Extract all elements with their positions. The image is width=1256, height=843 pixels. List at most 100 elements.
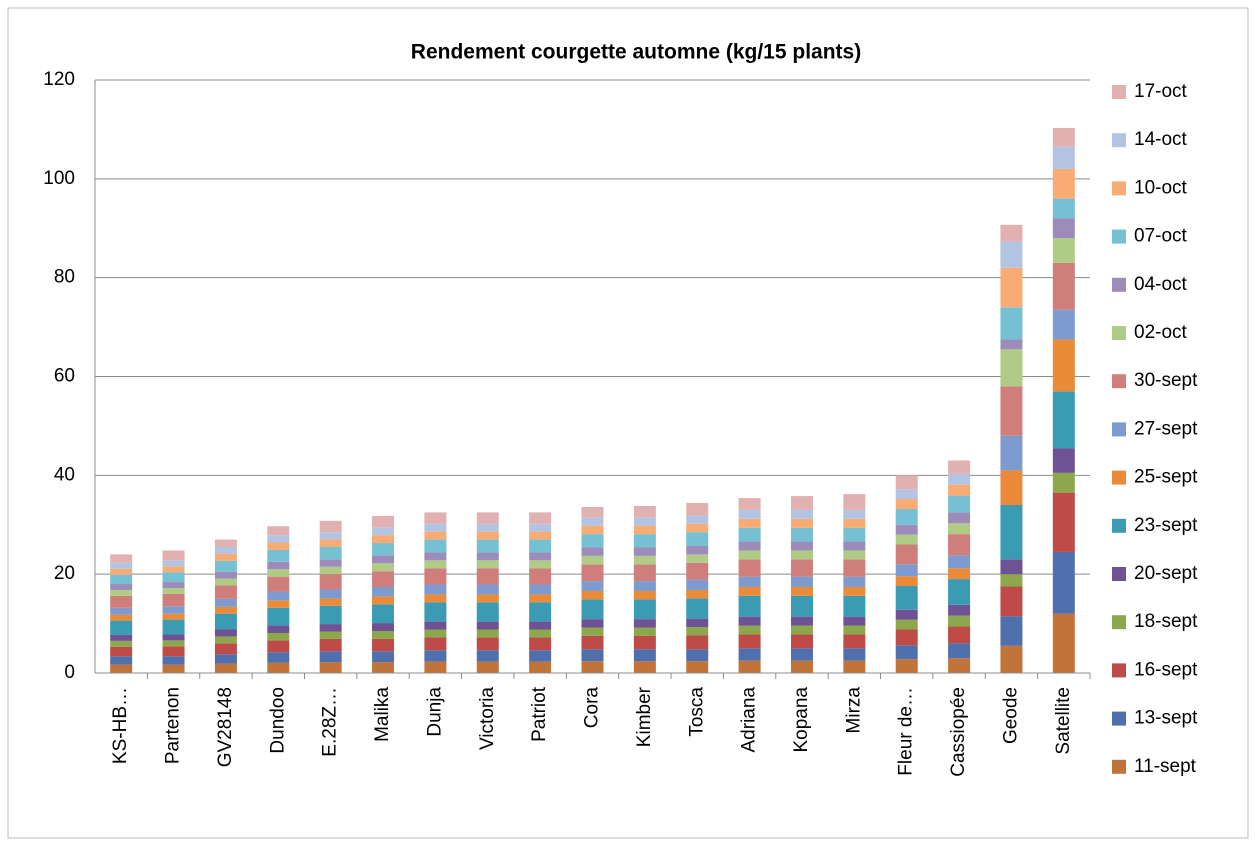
bar-segment [476, 661, 499, 673]
bar-segment [529, 531, 552, 540]
x-tick-label: Mirza [843, 687, 864, 734]
bar-segment [633, 564, 656, 582]
bar-segment [1052, 448, 1075, 473]
bar-segment [529, 560, 552, 569]
bar-segment [686, 503, 709, 516]
bar-segment [110, 620, 133, 635]
bar-segment [214, 663, 237, 673]
bar-segment [686, 635, 709, 650]
bar-segment [895, 659, 918, 673]
bar-segment [319, 651, 342, 663]
legend-label: 07-oct [1134, 226, 1188, 247]
x-tick-label: KS-HB… [110, 687, 131, 764]
bar-segment [319, 598, 342, 606]
bar-segment [843, 550, 866, 560]
legend-swatch [1112, 663, 1126, 678]
bar-segment [948, 643, 971, 659]
bar-segment [529, 650, 552, 662]
bar-segment [214, 613, 237, 630]
bar-segment [948, 604, 971, 616]
chart-title: Rendement courgette automne (kg/15 plant… [411, 41, 861, 64]
bar-segment [424, 637, 447, 651]
bar-segment [1000, 645, 1023, 673]
bar-segment [214, 553, 237, 561]
y-tick-label: 80 [54, 267, 75, 288]
bar-segment [790, 550, 813, 560]
bar-segment [162, 613, 185, 620]
legend-swatch [1112, 181, 1126, 196]
bar-segment [476, 531, 499, 540]
legend-swatch [1112, 277, 1126, 292]
bar-segment [372, 543, 395, 556]
bar-segment [214, 578, 237, 586]
bar-segment [529, 661, 552, 673]
bar-segment [424, 584, 447, 595]
bar-segment [895, 489, 918, 500]
bar-segment [372, 563, 395, 572]
bar-segment [633, 590, 656, 600]
legend-label: 30-sept [1134, 370, 1198, 391]
bar-segment [110, 568, 133, 575]
bar-segment [110, 640, 133, 647]
bar-segment [319, 566, 342, 575]
bar-segment [476, 637, 499, 651]
bar-segment [319, 605, 342, 625]
bar-segment [476, 584, 499, 595]
bar-segment [162, 550, 185, 561]
legend-swatch [1112, 229, 1126, 244]
legend-swatch [1112, 374, 1126, 389]
bar-segment [476, 594, 499, 603]
bar-segment [267, 662, 290, 673]
bar-segment [686, 545, 709, 555]
legend-swatch [1112, 567, 1126, 581]
y-tick-label: 20 [54, 563, 75, 584]
bar-segment [267, 549, 290, 562]
bar-segment [162, 634, 185, 641]
bar-segment [686, 515, 709, 524]
bar-segment [476, 523, 499, 532]
bar-segment [1000, 386, 1023, 436]
bar-segment [948, 626, 971, 644]
bar-segment [214, 585, 237, 599]
bar-segment [267, 600, 290, 608]
legend-label: 13-sept [1134, 708, 1198, 729]
bar-segment [1052, 551, 1075, 614]
bar-segment [110, 584, 133, 590]
bar-segment [372, 571, 395, 588]
legend-label: 25-sept [1134, 467, 1198, 488]
bar-segment [686, 589, 709, 599]
bar-segment [581, 619, 604, 628]
bar-segment [424, 539, 447, 553]
x-tick-label: Kopana [791, 687, 812, 753]
bar-segment [372, 596, 395, 605]
bar-segment [424, 568, 447, 585]
bar-segment [424, 560, 447, 569]
bar-segment [738, 559, 761, 577]
bar-segment [948, 512, 971, 524]
bar-segment [372, 527, 395, 536]
bar-segment [686, 532, 709, 546]
bar-segment [948, 568, 971, 580]
bar-segment [319, 589, 342, 599]
bar-segment [790, 527, 813, 542]
bar-segment [790, 625, 813, 635]
bar-segment [214, 560, 237, 572]
bar-segment [214, 598, 237, 607]
bar-segment [633, 649, 656, 662]
bar-segment [372, 623, 395, 631]
bar-segment [633, 581, 656, 591]
bar-segment [843, 616, 866, 626]
bar-segment [267, 542, 290, 550]
bar-segment [738, 660, 761, 673]
bar-segment [214, 539, 237, 547]
legend-label: 10-oct [1134, 177, 1188, 198]
bar-segment [476, 539, 499, 553]
bar-segment [372, 604, 395, 624]
legend-label: 23-sept [1134, 515, 1198, 536]
bar-segment [529, 539, 552, 553]
bar-segment [529, 584, 552, 595]
legend-label: 11-sept [1134, 756, 1197, 777]
bar-segment [529, 594, 552, 603]
x-tick-label: Dunja [424, 687, 445, 737]
bar-segment [843, 559, 866, 577]
